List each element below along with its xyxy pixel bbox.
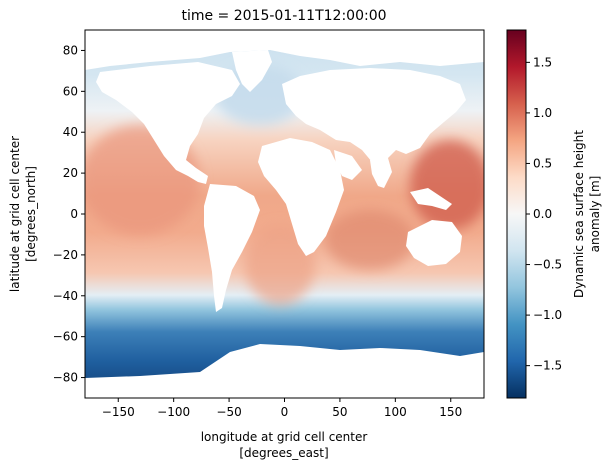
x-axis-label-line2: [degrees_east] [239,446,328,460]
y-tick-label: −80 [53,371,78,385]
colorbar [506,29,527,399]
land-antarctica [85,344,484,398]
y-tick-label: 0 [70,207,78,221]
chart-title: time = 2015-01-11T12:00:00 [181,8,386,24]
land-eurasia [282,68,466,170]
colorbar-axis: 1.5 1.0 0.5 0.0 −0.5 −1.0 −1.5 [526,55,562,373]
y-tick-label: 40 [63,125,78,139]
y-tick-label: −40 [53,289,78,303]
land-africa [258,138,344,256]
land-india [370,158,392,188]
x-axis: −150 −100 −50 0 50 100 150 [102,398,462,419]
colorbar-tick-label: −0.5 [533,258,562,272]
land-arctic [85,30,484,70]
x-axis-label-line1: longitude at grid cell center [201,430,368,444]
map-plot-area [85,30,484,398]
anomaly-features [85,65,484,305]
land-greenland [232,50,272,92]
y-axis: 80 60 40 20 0 −20 −40 −60 −80 [53,43,85,385]
south-atlantic-warm [245,225,315,305]
land-arabia [334,150,362,180]
colorbar-label-line1: Dynamic sea surface height [572,130,586,298]
x-tick-label: 0 [281,405,289,419]
colorbar-tick-label: 1.5 [533,55,552,69]
colorbar-tick-label: 1.0 [533,106,552,120]
y-tick-label: 80 [63,43,78,57]
colorbar-tick-label: −1.5 [533,359,562,373]
x-tick-label: 150 [439,405,462,419]
x-tick-label: −50 [216,405,241,419]
west-pacific-warm-pool [410,140,484,230]
y-tick-label: 20 [63,166,78,180]
y-tick-label: −60 [53,330,78,344]
x-tick-label: 100 [384,405,407,419]
y-tick-label: 60 [63,84,78,98]
colorbar-tick-label: 0.0 [533,207,552,221]
land-australia [406,220,462,266]
y-tick-label: −20 [53,248,78,262]
x-tick-label: −150 [102,405,135,419]
indian-ocean-warm [325,210,415,270]
colorbar-tick-label: 0.5 [533,156,552,170]
colorbar-tick-label: −1.0 [533,308,562,322]
y-axis-label-line2: [degrees_north] [24,166,38,262]
x-tick-label: −100 [157,405,190,419]
land-mask [85,30,484,398]
land-maritime-continent [410,188,452,210]
land-north-america [96,62,240,184]
y-axis-label-line1: latitude at grid cell center [8,136,22,292]
x-tick-label: 50 [332,405,347,419]
land-south-america [204,184,260,312]
colorbar-label-line2: anomaly [m] [588,176,602,253]
